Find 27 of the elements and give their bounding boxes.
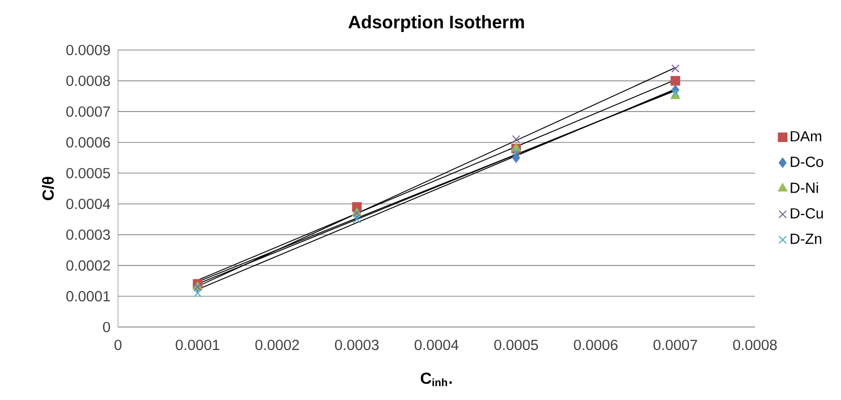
x-tick-label: 0.0004 [414, 340, 458, 350]
y-tick-label: 0.0009 [66, 44, 110, 56]
y-tick-label: 0.0006 [66, 137, 110, 148]
legend-label: DAm [790, 131, 822, 142]
y-tick-label: 0.0001 [66, 291, 110, 302]
y-tick-label: 0 [103, 322, 110, 332]
x-tick-label: 0.0002 [255, 340, 299, 350]
y-tick-label: 0.0007 [66, 106, 110, 117]
x-tick-label: 0.0008 [733, 340, 777, 350]
y-tick-label: 0.0008 [66, 76, 110, 86]
legend-label: D-Zn [790, 234, 822, 244]
y-tick-label: 0.0005 [66, 168, 110, 178]
legend-label: D-Co [790, 156, 824, 168]
x-tick-label: 0.0006 [574, 340, 618, 350]
x-tick-label: 0.0003 [335, 340, 379, 350]
legend-label: D-Cu [790, 208, 823, 219]
x-axis-title: C$_{inh}$. [420, 372, 452, 386]
y-tick-label: 0.0002 [66, 260, 110, 271]
x-tick-label: 0.0001 [176, 340, 220, 350]
x-tick-label: 0 [114, 340, 122, 350]
y-axis-title: C/θ [42, 176, 54, 200]
y-tick-label: 0.0004 [66, 198, 110, 210]
x-tick-label: 0.0005 [494, 340, 538, 350]
y-tick-label: 0.0003 [66, 229, 110, 240]
x-tick-label: 0.0007 [654, 340, 698, 350]
chart-title: Adsorption Isotherm [348, 15, 524, 32]
legend-label: D-Ni [790, 182, 818, 193]
